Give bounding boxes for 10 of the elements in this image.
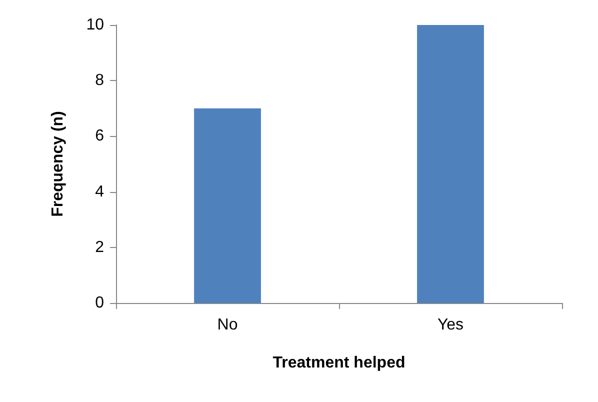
y-tick-label: 4: [95, 183, 104, 200]
y-axis-title: Frequency (n): [50, 111, 66, 217]
x-axis-title: Treatment helped: [272, 354, 406, 372]
y-tick-label: 8: [95, 72, 104, 90]
y-tick-label: 0: [95, 294, 104, 312]
x-tick-label: Yes: [437, 316, 464, 334]
y-tick-label: 10: [86, 16, 104, 34]
y-tick-label: 6: [95, 128, 104, 145]
x-tick-label: No: [217, 316, 238, 334]
y-tick-label: 2: [95, 238, 104, 256]
